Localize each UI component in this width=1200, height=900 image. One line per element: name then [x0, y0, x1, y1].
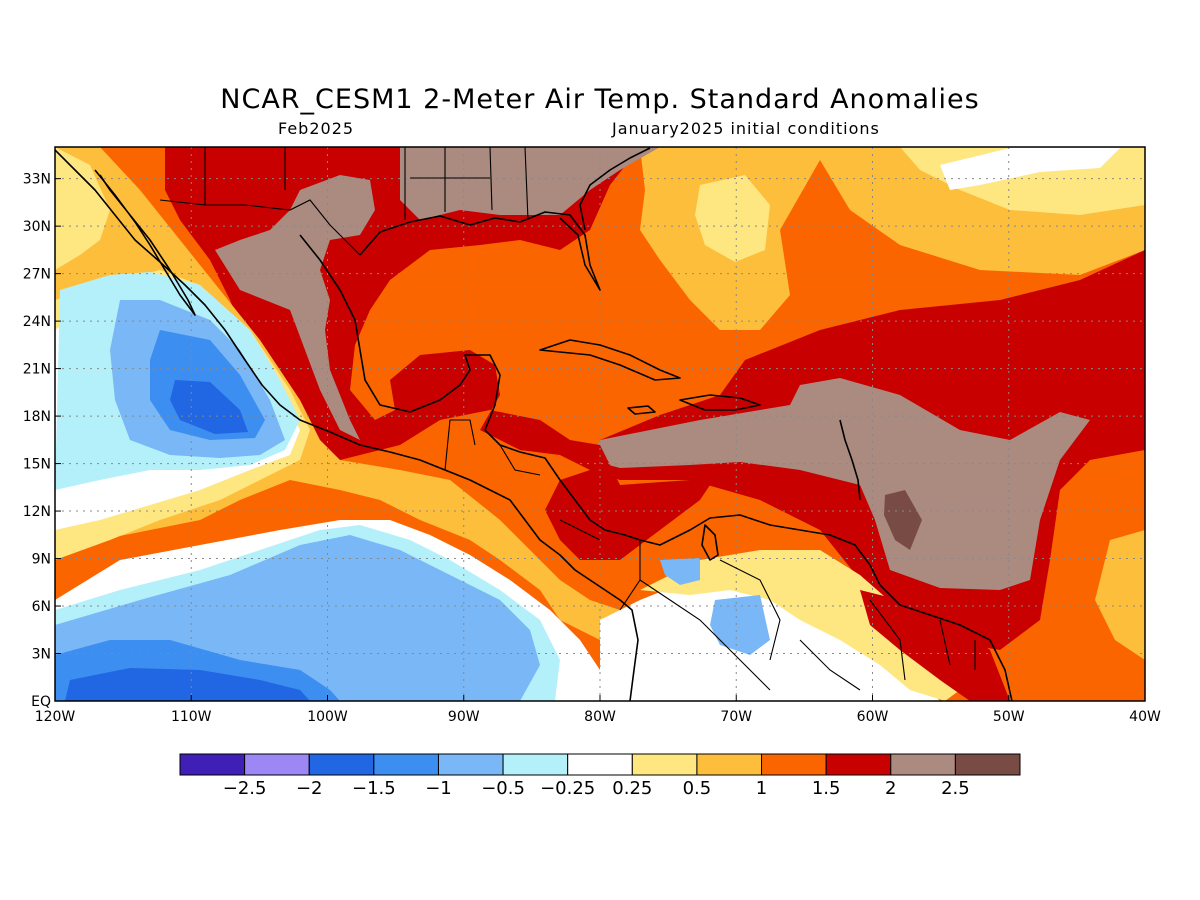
- colorbar-label: 1.5: [812, 778, 841, 799]
- colorbar-swatch: [567, 753, 633, 776]
- colorbar-swatch: [308, 753, 375, 776]
- coast-cuba: [539, 339, 681, 381]
- colorbar-label: 2.5: [941, 778, 970, 799]
- coast-hispaniola: [679, 394, 761, 411]
- shade-atl-2-2.5: [590, 378, 1090, 590]
- colorbar-swatch: [631, 753, 698, 776]
- colorbar-swatch: [179, 753, 246, 776]
- lat-tick-label: EQ: [31, 694, 51, 710]
- lon-tick-label: 90W: [448, 709, 480, 725]
- lat-tick-label: 27N: [23, 267, 51, 283]
- lat-tick-label: 12N: [23, 504, 51, 520]
- anomaly-field: [55, 147, 1145, 701]
- coast-baja-peninsula: [94, 169, 196, 316]
- colorbar-swatch: [373, 753, 439, 776]
- coastlines: [55, 147, 1013, 701]
- colorbar-label: −2: [296, 778, 323, 799]
- shade-us-2-2.5: [400, 147, 660, 220]
- colorbar: −2.5 −2 −1.5 −1 −0.5 −0.25 0.25 0.5 1 1.5 2 2.5: [179, 753, 1021, 799]
- colorbar-label: 0.5: [683, 778, 712, 799]
- lat-tick-label: 15N: [23, 457, 51, 473]
- coast-lake-maracaibo: [701, 524, 719, 561]
- lon-tick-label: 50W: [993, 709, 1025, 725]
- shade-atl-gt2.5: [884, 490, 922, 550]
- border-us-states: [204, 147, 529, 221]
- colorbar-label: 1: [756, 778, 767, 799]
- colorbar-swatch: [825, 753, 892, 776]
- colorbar-swatch: [502, 753, 569, 776]
- lat-lon-grid: [55, 147, 1145, 701]
- lat-tick-label: 33N: [23, 172, 51, 188]
- initial-conditions-label: January2025 initial conditions: [612, 119, 880, 138]
- colorbar-label: 0.25: [612, 778, 652, 799]
- colorbar-swatch: [890, 753, 956, 776]
- forecast-month: Feb2025: [278, 119, 355, 138]
- colorbar-label: −1.5: [352, 778, 396, 799]
- lon-tick-label: 80W: [584, 709, 616, 725]
- lon-tick-label: 40W: [1129, 709, 1161, 725]
- shade-pac-blue-dark: [170, 380, 248, 434]
- shade-e-0.5-1: [1095, 530, 1145, 660]
- shade-sa-yellow: [640, 550, 960, 701]
- shade-ne-neutral: [940, 148, 1120, 190]
- borders: [159, 147, 976, 691]
- colorbar-swatch: [761, 753, 827, 776]
- shade-guiana-1.5-2: [860, 590, 1010, 701]
- axis-labels: 120W 110W 100W 90W 80W 70W 60W 50W 40W EQ 3N 6N 9N 12…: [23, 172, 1161, 725]
- shade-sa-mid-blue: [710, 595, 770, 655]
- colorbar-swatch: [437, 753, 504, 776]
- colorbar-label: −2.5: [223, 778, 267, 799]
- colorbar-label: −0.5: [481, 778, 525, 799]
- coast-pacific-mexico: [55, 149, 639, 701]
- coast-us-atlantic: [579, 147, 651, 231]
- shade-mex-2-2.5: [215, 175, 375, 440]
- colorbar-swatch: [954, 753, 1021, 776]
- coast-gulf-mexico: [299, 234, 501, 431]
- lon-tick-label: 70W: [720, 709, 752, 725]
- colorbar-swatch: [696, 753, 763, 776]
- shade-sa-neutral: [600, 570, 940, 701]
- coast-lesser-antilles: [839, 419, 861, 501]
- lon-tick-label: 100W: [307, 709, 348, 725]
- coast-jamaica: [627, 405, 656, 415]
- lat-tick-label: 18N: [23, 409, 51, 425]
- colorbar-label: −0.25: [540, 778, 595, 799]
- lat-tick-label: 6N: [32, 599, 51, 615]
- shade-pac-coast-0.25-0.5: [55, 147, 110, 270]
- lat-tick-label: 30N: [23, 219, 51, 235]
- shade-spac-blue-dark: [65, 668, 310, 701]
- colorbar-label: −1: [425, 778, 452, 799]
- coast-us-gulf: [359, 211, 601, 291]
- shade-sa-light-blue: [660, 558, 700, 585]
- shade-ne-0.25-0.5: [695, 175, 770, 262]
- border-central-america: [444, 419, 641, 611]
- lat-tick-label: 3N: [32, 647, 51, 663]
- map-title: NCAR_CESM1 2-Meter Air Temp. Standard An…: [220, 84, 980, 115]
- shade-pac-coast-0.5-1: [55, 147, 640, 640]
- lon-tick-label: 120W: [35, 709, 76, 725]
- border-south-america: [639, 559, 976, 691]
- colorbar-label: 2: [885, 778, 896, 799]
- lon-tick-label: 110W: [171, 709, 212, 725]
- lat-tick-label: 9N: [32, 552, 51, 568]
- lon-tick-label: 60W: [857, 709, 889, 725]
- colorbar-swatch: [244, 753, 310, 776]
- lat-tick-label: 21N: [23, 362, 51, 378]
- coast-central-america: [484, 429, 1013, 701]
- lat-tick-label: 24N: [23, 314, 51, 330]
